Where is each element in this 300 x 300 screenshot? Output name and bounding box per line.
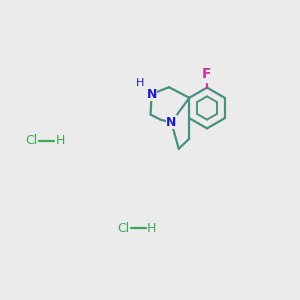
Text: H: H <box>136 78 145 88</box>
Text: H: H <box>147 221 156 235</box>
Text: N: N <box>146 88 157 100</box>
Text: Cl: Cl <box>117 221 129 235</box>
Text: Cl: Cl <box>26 134 38 148</box>
Text: F: F <box>202 67 212 81</box>
Text: N: N <box>166 116 177 129</box>
Text: H: H <box>56 134 65 148</box>
